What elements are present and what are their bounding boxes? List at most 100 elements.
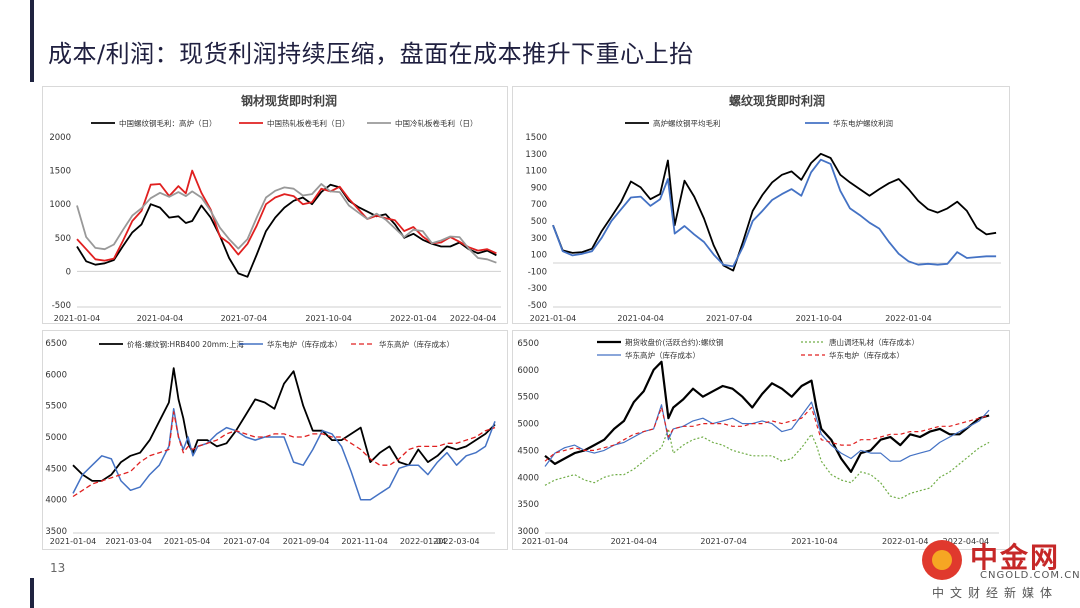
- x-tick-label: 2022-04-04: [450, 314, 497, 323]
- chart-title: 钢材现货即时利润: [241, 93, 337, 108]
- legend-label: 华东高炉（库存成本）: [379, 339, 454, 349]
- chart-panel-spot-cost: 3500 4000 4500 5000 5500 6000 6500 2021-01-04 20…: [42, 330, 508, 550]
- y-tick-label: 6500: [517, 339, 539, 349]
- accent-bar-top: [30, 0, 34, 82]
- legend-label: 高炉螺纹钢平均毛利: [653, 118, 721, 128]
- x-tick-label: 2021-01-04: [522, 537, 569, 546]
- y-tick-label: -300: [528, 284, 547, 294]
- y-tick-label: -100: [528, 267, 547, 277]
- x-tick-label: 2021-07-04: [223, 537, 270, 546]
- legend-label: 中国螺纹钢毛利：高炉（日）: [119, 118, 217, 128]
- x-tick-label: 2021-10-04: [305, 314, 352, 323]
- x-tick-label: 2021-03-04: [105, 537, 152, 546]
- y-tick-label: 300: [531, 234, 547, 244]
- chart-panel-steel-profit: 钢材现货即时利润 -500 0 500 1000 1500 2000 2021-01-04 20…: [42, 86, 508, 324]
- y-tick-label: 1500: [525, 133, 547, 143]
- x-tick-label: 2021-11-04: [341, 537, 388, 546]
- series-line-2: [552, 158, 997, 268]
- legend-label: 唐山调坯轧材（库存成本）: [829, 337, 919, 347]
- x-tick-label: 2022-01-04: [390, 314, 437, 323]
- y-tick-label: 3500: [517, 500, 539, 510]
- chart-panel-rebar-profit: 螺纹现货即时利润 -500 -300 -100 100 300 500 700 900 1100 1…: [512, 86, 1010, 324]
- y-tick-label: 4000: [517, 473, 539, 483]
- y-tick-label: 1100: [525, 167, 547, 177]
- y-tick-label: 1300: [525, 150, 547, 160]
- x-tick-label: 2021-09-04: [283, 537, 330, 546]
- x-tick-label: 2021-04-04: [617, 314, 664, 323]
- y-tick-label: 5500: [45, 402, 67, 412]
- y-tick-label: 4000: [45, 496, 67, 506]
- x-tick-label: 2021-07-04: [221, 314, 268, 323]
- x-tick-label: 2022-04-04: [943, 537, 990, 546]
- series-line-2: [76, 169, 497, 262]
- series-line-1: [72, 367, 496, 482]
- x-tick-label: 2022-01-04: [882, 537, 929, 546]
- y-tick-label: -500: [52, 301, 71, 311]
- legend-label: 华东电炉（库存成本）: [829, 350, 904, 360]
- x-tick-label: 2022-01-04: [400, 537, 447, 546]
- x-tick-label: 2021-04-04: [137, 314, 184, 323]
- y-tick-label: 4500: [45, 464, 67, 474]
- y-tick-label: 5000: [45, 433, 67, 443]
- watermark: 中金网 CNGOLD.COM.CN 中文财经新媒体: [920, 538, 1080, 608]
- x-tick-label: 2021-10-04: [791, 537, 838, 546]
- legend-label: 中国热轧板卷毛利（日）: [267, 118, 350, 128]
- chart-spot-cost: 3500 4000 4500 5000 5500 6000 6500 2021-01-04 20…: [45, 339, 496, 546]
- y-tick-label: 6500: [45, 339, 67, 349]
- accent-bar-bottom: [30, 578, 34, 608]
- x-tick-label: 2021-01-04: [50, 537, 97, 546]
- y-tick-label: 1500: [49, 167, 71, 177]
- series-line-1: [544, 360, 990, 473]
- y-tick-label: 5000: [517, 420, 539, 430]
- y-tick-label: 2000: [49, 133, 71, 143]
- y-tick-label: 500: [531, 217, 547, 227]
- series-line-3: [76, 183, 497, 264]
- legend-label: 华东高炉（库存成本）: [625, 350, 700, 360]
- watermark-name: 中金网: [970, 541, 1061, 574]
- y-tick-label: 6000: [517, 366, 539, 376]
- y-tick-label: 4500: [517, 446, 539, 456]
- watermark-slogan: 中文财经新媒体: [932, 586, 1059, 600]
- watermark-domain: CNGOLD.COM.CN: [980, 570, 1080, 581]
- chart-title: 螺纹现货即时利润: [729, 93, 825, 108]
- series-line-3: [72, 411, 496, 498]
- chart-rebar-profit: 螺纹现货即时利润 -500 -300 -100 100 300 500 700 900 1100 1…: [525, 93, 1001, 323]
- x-tick-label: 2021-01-04: [530, 314, 577, 323]
- x-tick-label: 2021-05-04: [164, 537, 211, 546]
- page-number: 13: [50, 561, 66, 575]
- legend-label: 价格:螺纹钢:HRB400 20mm:上海: [127, 339, 244, 349]
- x-tick-label: 2021-04-04: [611, 537, 658, 546]
- slide-title: 成本/利润：现货利润持续压缩，盘面在成本推升下重心上抬: [48, 40, 694, 68]
- x-tick-label: 2021-07-04: [700, 537, 747, 546]
- y-tick-label: 5500: [517, 393, 539, 403]
- legend-label: 期货收盘价(活跃合约):螺纹钢: [625, 337, 723, 347]
- y-tick-label: 3500: [45, 527, 67, 537]
- y-tick-label: 6000: [45, 370, 67, 380]
- y-tick-label: 0: [66, 267, 71, 277]
- chart-steel-profit: 钢材现货即时利润 -500 0 500 1000 1500 2000 2021-01-04 20…: [49, 93, 501, 323]
- y-tick-label: 3000: [517, 527, 539, 537]
- series-line-3: [544, 401, 990, 467]
- series-line-1: [552, 152, 997, 272]
- watermark-logo-icon: [922, 540, 962, 580]
- x-tick-label: 2021-10-04: [796, 314, 843, 323]
- series-line-2: [72, 408, 496, 501]
- series-line-2: [544, 428, 990, 500]
- chart-panel-futures-cost: 3000 3500 4000 4500 5000 5500 6000 6500 2021-01-…: [512, 330, 1010, 550]
- y-tick-label: -500: [528, 301, 547, 311]
- y-tick-label: 1000: [49, 200, 71, 210]
- x-tick-label: 2021-01-04: [54, 314, 101, 323]
- x-tick-label: 2022-03-04: [433, 537, 480, 546]
- legend-label: 华东电炉（库存成本）: [267, 339, 342, 349]
- y-tick-label: 900: [531, 183, 547, 193]
- series-line-4: [544, 406, 990, 462]
- y-tick-label: 500: [55, 234, 71, 244]
- x-tick-label: 2021-07-04: [706, 314, 753, 323]
- chart-futures-cost: 3000 3500 4000 4500 5000 5500 6000 6500 2021-01-…: [517, 337, 999, 546]
- y-tick-label: 100: [531, 251, 547, 261]
- legend-label: 华东电炉螺纹利润: [833, 118, 893, 128]
- y-tick-label: 700: [531, 200, 547, 210]
- series-line-1: [76, 183, 497, 278]
- x-tick-label: 2022-01-04: [885, 314, 932, 323]
